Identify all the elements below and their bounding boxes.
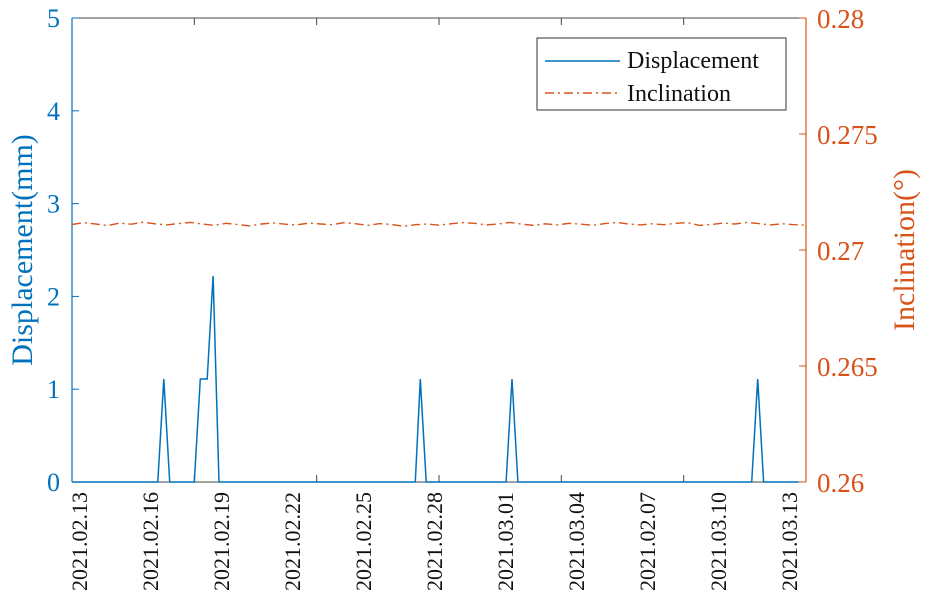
y-tick-label-left: 0 xyxy=(47,468,60,497)
y-tick-label-right: 0.28 xyxy=(817,4,864,34)
y-tick-label-right: 0.275 xyxy=(817,120,878,150)
x-tick-label: 2021.02.13 xyxy=(67,492,92,591)
y-tick-label-left: 1 xyxy=(47,375,60,404)
x-tick-label: 2021.03.01 xyxy=(493,492,518,591)
x-tick-label: 2021.02.19 xyxy=(209,492,234,591)
y-tick-label-left: 3 xyxy=(47,190,60,219)
x-tick-label: 2021.03.10 xyxy=(706,492,731,591)
y-tick-label-right: 0.26 xyxy=(817,468,864,498)
y-axis-right-label: Inclination(°) xyxy=(888,169,921,331)
legend-label-displacement: Displacement xyxy=(627,48,759,74)
x-tick-label: 2021.02.16 xyxy=(138,492,163,591)
series-line-inclination xyxy=(71,221,807,228)
y-tick-label-right: 0.265 xyxy=(817,352,878,382)
legend: Displacement Inclination xyxy=(536,37,787,111)
legend-box xyxy=(536,37,787,111)
axes: 0 1 2 3 4 5 0.26 0.265 0.27 0.275 0.28 2021.02.13 20… xyxy=(47,4,878,591)
x-tick-label: 2021.02.25 xyxy=(351,492,376,591)
x-tick-label: 2021.02.07 xyxy=(635,492,660,591)
y-tick-label-left: 2 xyxy=(47,282,60,311)
y-tick-label-left: 5 xyxy=(47,4,60,33)
x-tick-label: 2021.03.13 xyxy=(777,492,802,591)
x-tick-label: 2021.03.04 xyxy=(564,492,589,591)
x-tick-label: 2021.02.28 xyxy=(422,492,447,591)
y-tick-label-right: 0.27 xyxy=(817,236,864,266)
plot-area xyxy=(71,221,807,483)
y-tick-label-left: 4 xyxy=(47,97,60,126)
x-tick-label: 2021.02.22 xyxy=(280,492,305,591)
y-axis-left-label: Displacement(mm) xyxy=(6,134,39,366)
series-line-displacement xyxy=(72,275,799,483)
legend-label-inclination: Inclination xyxy=(627,81,731,107)
